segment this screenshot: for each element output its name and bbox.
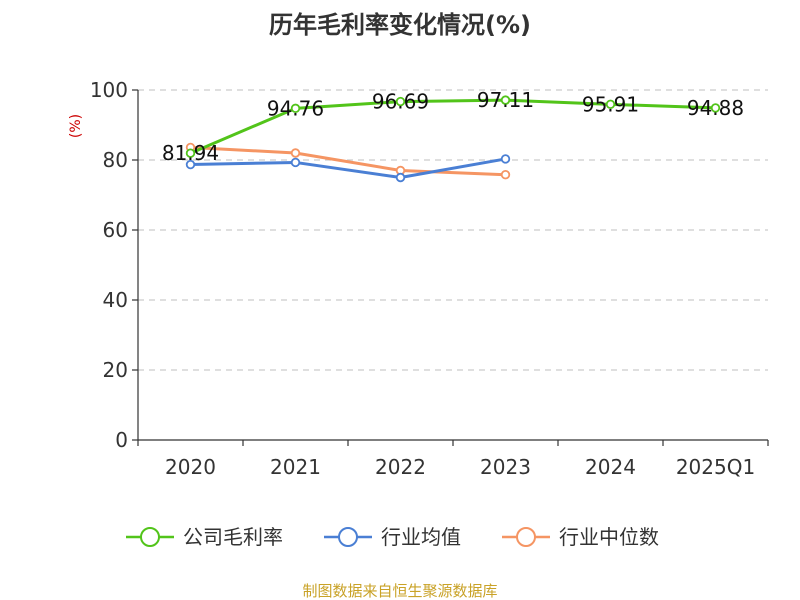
chart-title: 历年毛利率变化情况(%): [269, 11, 531, 39]
legend-marker-1: [338, 527, 358, 547]
data-labels: 81.94 94.76 96.69 97.11 95.91 94.88: [162, 88, 744, 165]
x-tick-label: 2021: [270, 455, 321, 479]
series-0-point: [500, 95, 511, 105]
x-tick-label: 2020: [165, 455, 216, 479]
series-1-point: [290, 157, 301, 168]
data-label: 81.94: [162, 141, 219, 165]
x-tick-label: 2022: [375, 455, 426, 479]
series-line-1: [190, 157, 506, 179]
legend-marker-2: [516, 527, 536, 547]
series-0-point: [605, 99, 616, 110]
legend-marker-0: [140, 527, 160, 547]
data-label: 96.69: [372, 90, 429, 114]
legend-label: 公司毛利率: [183, 525, 283, 549]
series-1-point: [500, 154, 511, 164]
y-tick-label: 100: [90, 78, 128, 102]
series-1-point: [185, 159, 196, 170]
legend: 公司毛利率 行业均值 行业中位数: [126, 525, 659, 549]
y-tick-label: 60: [103, 218, 128, 242]
data-label: 94.76: [267, 96, 324, 120]
legend-label: 行业中位数: [559, 525, 659, 549]
y-tick-label: 0: [115, 428, 128, 452]
grid-lines: [138, 89, 768, 371]
series-0-point: [290, 103, 301, 114]
axes: 0 20 40 60 80 100 2020 2021 2022 2023 2024 2025Q1: [90, 78, 769, 479]
series-0-point: [710, 103, 721, 113]
y-tick-label: 20: [103, 358, 128, 382]
series-1-point: [395, 172, 406, 183]
legend-label: 行业均值: [381, 525, 461, 549]
series-0-point: [395, 96, 406, 107]
y-tick-label: 80: [103, 148, 128, 172]
source-note: 制图数据来自恒生聚源数据库: [302, 582, 497, 600]
series-0-point: [185, 148, 196, 158]
series-2-point: [500, 169, 511, 180]
series-line-0: [189, 98, 716, 155]
x-tick-label: 2024: [585, 455, 636, 479]
series-group: [185, 95, 721, 183]
y-axis-label: (%): [68, 114, 84, 138]
data-label: 95.91: [582, 92, 639, 116]
data-label: 94.88: [687, 96, 744, 120]
series-2-point: [290, 148, 301, 158]
x-tick-label: 2025Q1: [676, 455, 755, 479]
data-label: 97.11: [477, 88, 534, 112]
series-line-2: [190, 145, 506, 177]
y-tick-label: 40: [103, 288, 128, 312]
x-tick-label: 2023: [480, 455, 531, 479]
